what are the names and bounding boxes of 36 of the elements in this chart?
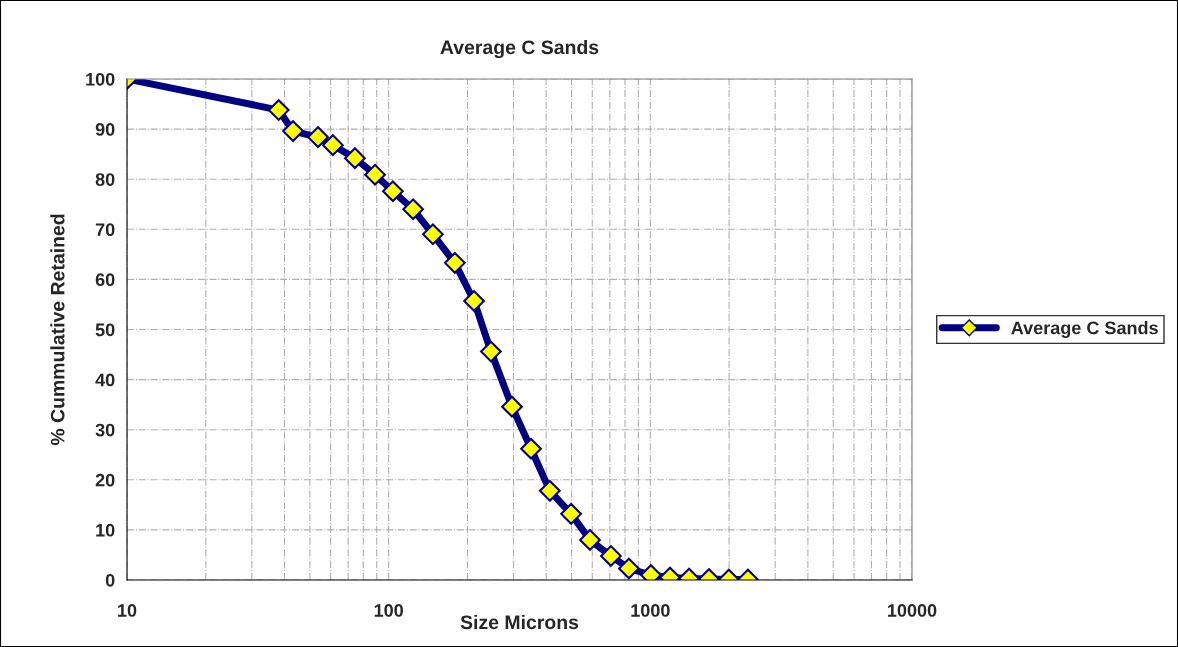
- point: [520, 437, 542, 460]
- point: [618, 557, 640, 580]
- y-tick-label: 0: [105, 573, 115, 587]
- point: [422, 223, 444, 246]
- y-tick-label: 60: [95, 273, 115, 287]
- point: [382, 180, 404, 203]
- y-tick-label: 40: [95, 373, 115, 387]
- chart-title: Average C Sands: [440, 39, 599, 59]
- y-tick-label: 70: [95, 223, 115, 237]
- x-tick-label: 100: [374, 604, 403, 617]
- y-tick-label: 50: [95, 323, 115, 337]
- point: [600, 545, 622, 567]
- point: [307, 126, 329, 148]
- x-axis-title: Size Microns: [460, 614, 579, 630]
- y-tick-label: 20: [95, 473, 115, 487]
- y-tick-label: 10: [96, 523, 115, 537]
- point: [267, 99, 290, 121]
- point: [364, 163, 386, 186]
- y-axis-title: % Cummulative Retained: [50, 214, 65, 446]
- point: [463, 290, 485, 312]
- point: [480, 340, 502, 363]
- point: [560, 503, 582, 525]
- y-tick-label: 100: [86, 72, 115, 86]
- point: [344, 147, 366, 170]
- legend-label: Average C Sands: [1011, 321, 1158, 338]
- point: [579, 529, 601, 551]
- point: [538, 479, 561, 502]
- point: [501, 395, 523, 418]
- y-tick-label: 90: [95, 123, 115, 136]
- y-tick-label: 30: [95, 423, 115, 437]
- y-tick-label: 80: [95, 173, 115, 186]
- x-tick-label: 1000: [631, 604, 670, 617]
- x-tick-label: 10000: [888, 604, 937, 617]
- x-tick-label: 10: [118, 604, 137, 617]
- point: [402, 198, 424, 221]
- point: [443, 252, 466, 274]
